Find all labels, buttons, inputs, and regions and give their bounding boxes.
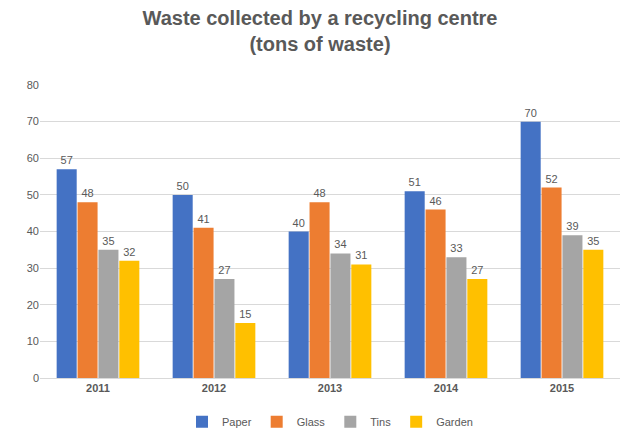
svg-text:33: 33 bbox=[450, 242, 462, 254]
svg-text:80: 80 bbox=[27, 79, 39, 91]
svg-text:Tins: Tins bbox=[370, 416, 391, 428]
svg-text:50: 50 bbox=[27, 189, 39, 201]
svg-text:27: 27 bbox=[218, 264, 230, 276]
svg-text:Glass: Glass bbox=[297, 416, 326, 428]
svg-text:2013: 2013 bbox=[318, 382, 342, 394]
svg-text:20: 20 bbox=[27, 299, 39, 311]
svg-text:15: 15 bbox=[239, 308, 251, 320]
svg-text:50: 50 bbox=[177, 180, 189, 192]
svg-text:40: 40 bbox=[293, 217, 305, 229]
svg-text:46: 46 bbox=[429, 195, 441, 207]
svg-text:31: 31 bbox=[355, 249, 367, 261]
svg-text:51: 51 bbox=[409, 176, 421, 188]
svg-text:10: 10 bbox=[27, 335, 39, 347]
svg-text:Garden: Garden bbox=[436, 416, 473, 428]
svg-text:48: 48 bbox=[81, 187, 93, 199]
svg-text:70: 70 bbox=[27, 115, 39, 127]
svg-text:2012: 2012 bbox=[202, 382, 226, 394]
svg-text:48: 48 bbox=[313, 187, 325, 199]
svg-text:34: 34 bbox=[334, 238, 346, 250]
svg-text:2015: 2015 bbox=[550, 382, 574, 394]
svg-text:27: 27 bbox=[471, 264, 483, 276]
svg-text:40: 40 bbox=[27, 225, 39, 237]
svg-text:30: 30 bbox=[27, 262, 39, 274]
svg-text:70: 70 bbox=[525, 107, 537, 119]
svg-text:60: 60 bbox=[27, 152, 39, 164]
svg-text:57: 57 bbox=[61, 154, 73, 166]
svg-text:2014: 2014 bbox=[434, 382, 459, 394]
svg-text:35: 35 bbox=[102, 235, 114, 247]
svg-text:Paper: Paper bbox=[222, 416, 252, 428]
svg-text:35: 35 bbox=[587, 235, 599, 247]
svg-text:52: 52 bbox=[545, 173, 557, 185]
svg-text:0: 0 bbox=[33, 372, 39, 384]
svg-text:41: 41 bbox=[197, 213, 209, 225]
svg-text:2011: 2011 bbox=[86, 382, 110, 394]
svg-text:39: 39 bbox=[566, 220, 578, 232]
svg-text:32: 32 bbox=[123, 246, 135, 258]
svg-text:Waste collected by a recycling: Waste collected by a recycling centre(to… bbox=[143, 7, 498, 55]
